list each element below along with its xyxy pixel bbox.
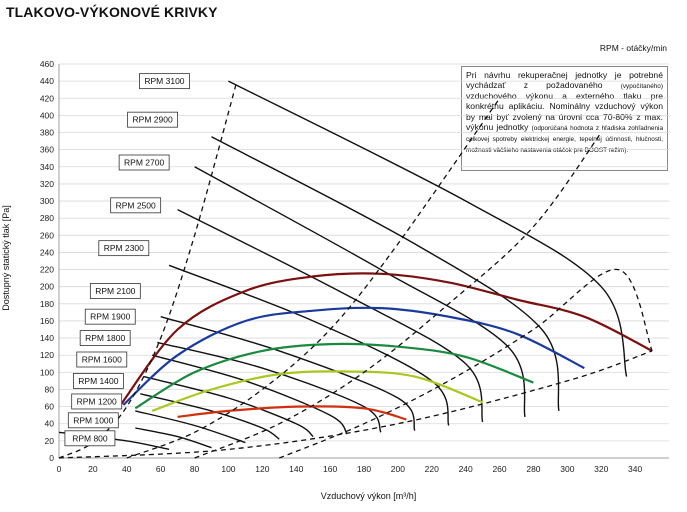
rpm-label-box — [89, 283, 141, 299]
y-tick-label: 280 — [40, 213, 54, 223]
y-tick-label: 440 — [40, 76, 54, 86]
x-tick-label: 280 — [526, 464, 540, 474]
dashed-line — [279, 268, 653, 459]
rpm-label: RPM 1000 — [73, 415, 113, 425]
page-title: TLAKOVO-VÝKONOVÉ KRIVKY — [6, 4, 218, 20]
x-tick-label: 80 — [190, 464, 200, 474]
rpm-label-box — [67, 412, 119, 429]
y-tick-label: 380 — [40, 128, 54, 138]
x-tick-label: 0 — [57, 464, 62, 474]
rpm-label-box — [110, 197, 162, 214]
rpm-label: RPM 2900 — [133, 115, 173, 125]
x-tick-label: 340 — [628, 464, 642, 474]
x-tick-label: 240 — [459, 464, 473, 474]
y-tick-label: 120 — [40, 350, 54, 360]
series-line — [117, 272, 653, 409]
y-tick-label: 140 — [40, 333, 54, 343]
rpm-curve — [140, 393, 280, 440]
series-line — [134, 342, 534, 410]
note-paren-1: (vypočítaného) — [620, 83, 663, 91]
rpm-label-box — [127, 111, 179, 128]
rpm-curve — [228, 80, 628, 377]
rpm-curve — [211, 136, 560, 412]
rpm-label: RPM 2100 — [95, 286, 135, 296]
rpm-label: RPM 3100 — [144, 76, 184, 86]
y-tick-label: 200 — [40, 282, 54, 292]
x-tick-label: 200 — [391, 464, 405, 474]
rpm-curve — [135, 427, 212, 449]
dashed-line — [58, 350, 653, 459]
rpm-label-box — [72, 373, 124, 389]
y-tick-label: 160 — [40, 316, 54, 326]
rpm-curve — [168, 264, 450, 426]
note-main-2: vzduchového výkonu a externého tlaku pre… — [466, 91, 663, 132]
rpm-label: RPM 2300 — [104, 243, 144, 253]
rpm-curve — [135, 410, 246, 444]
rpm-label: RPM 2500 — [116, 200, 156, 210]
rpm-label-box — [118, 154, 170, 171]
x-tick-label: 180 — [357, 464, 371, 474]
rpm-label-box — [139, 73, 190, 90]
x-tick-label: 260 — [492, 464, 506, 474]
x-tick-label: 160 — [323, 464, 337, 474]
rpm-curve — [160, 316, 416, 431]
rpm-label: RPM 1400 — [78, 376, 118, 386]
x-tick-label: 20 — [88, 464, 98, 474]
y-tick-label: 0 — [49, 453, 54, 463]
dashed-line — [194, 132, 602, 459]
y-tick-label: 460 — [40, 59, 54, 69]
x-tick-label: 40 — [122, 464, 132, 474]
x-tick-label: 60 — [156, 464, 166, 474]
y-tick-label: 60 — [45, 402, 55, 412]
rpm-label: RPM 1900 — [90, 312, 130, 322]
series-line — [151, 370, 483, 412]
rpm-label-box — [79, 330, 131, 346]
y-tick-label: 400 — [40, 110, 54, 120]
y-tick-label: 80 — [45, 384, 55, 394]
rpm-label: RPM 2700 — [124, 158, 164, 168]
x-tick-label: 220 — [425, 464, 439, 474]
y-tick-label: 260 — [40, 230, 54, 240]
rpm-label-box — [76, 351, 128, 368]
rpm-curve — [177, 208, 484, 423]
rpm-label: RPM 1800 — [85, 333, 125, 343]
y-tick-label: 360 — [40, 145, 54, 155]
y-tick-label: 180 — [40, 299, 54, 309]
y-tick-label: 320 — [40, 179, 54, 189]
rpm-curve — [157, 341, 382, 433]
rpm-label: RPM 1600 — [82, 355, 122, 365]
rpm-curve — [194, 166, 526, 418]
x-axis-label: Vzduchový výkon [m³/h] — [320, 491, 417, 501]
x-tick-label: 120 — [255, 464, 269, 474]
rpm-label-box — [98, 240, 150, 257]
y-tick-label: 220 — [40, 265, 54, 275]
y-tick-label: 20 — [45, 436, 55, 446]
note-box: Pri návrhu rekuperačnej jednotky je potr… — [461, 66, 668, 171]
rpm-curve — [152, 354, 348, 435]
rpm-label-box — [84, 308, 136, 325]
series-line — [177, 405, 407, 421]
x-tick-label: 100 — [221, 464, 235, 474]
y-tick-label: 300 — [40, 196, 54, 206]
rpm-label: RPM 800 — [72, 433, 108, 443]
note-main: Pri návrhu rekuperačnej jednotky je potr… — [466, 70, 663, 91]
y-tick-label: 420 — [40, 93, 54, 103]
rpm-label-box — [64, 430, 116, 447]
x-tick-label: 140 — [289, 464, 303, 474]
y-tick-label: 240 — [40, 247, 54, 257]
rpm-legend-label: RPM - otáčky/min — [599, 43, 667, 53]
rpm-label-box — [71, 393, 123, 410]
x-tick-label: 320 — [594, 464, 608, 474]
dashed-line — [126, 97, 501, 459]
note-paren-2: (odporúčaná hodnota z hľadiska zohľadnen… — [466, 124, 664, 154]
y-tick-label: 40 — [45, 419, 55, 429]
y-tick-label: 340 — [40, 162, 54, 172]
x-tick-label: 300 — [560, 464, 574, 474]
series-line — [122, 306, 585, 406]
y-tick-label: 100 — [40, 367, 54, 377]
rpm-label: RPM 1200 — [77, 396, 117, 406]
